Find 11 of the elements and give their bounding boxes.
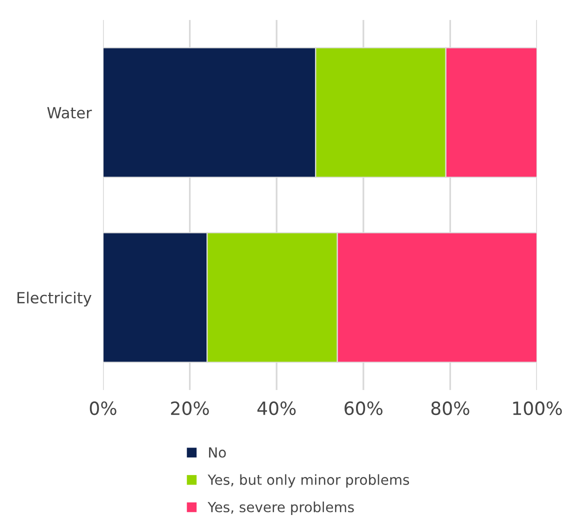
x-tick-label: 40% — [257, 401, 296, 416]
x-tick-label: 80% — [431, 401, 470, 416]
x-tick-label: 100% — [513, 401, 562, 416]
x-tick-label: 0% — [90, 401, 116, 416]
legend-label: No — [209, 447, 226, 458]
legend-label: Yes, but only minor problems — [208, 474, 410, 488]
y-tick-label: Water — [47, 107, 92, 119]
x-tick-label: 20% — [171, 401, 209, 416]
y-tick-label: Electricity — [18, 292, 92, 306]
x-tick-label: 60% — [344, 401, 382, 416]
legend-label: Yes, severe problems — [208, 502, 354, 516]
